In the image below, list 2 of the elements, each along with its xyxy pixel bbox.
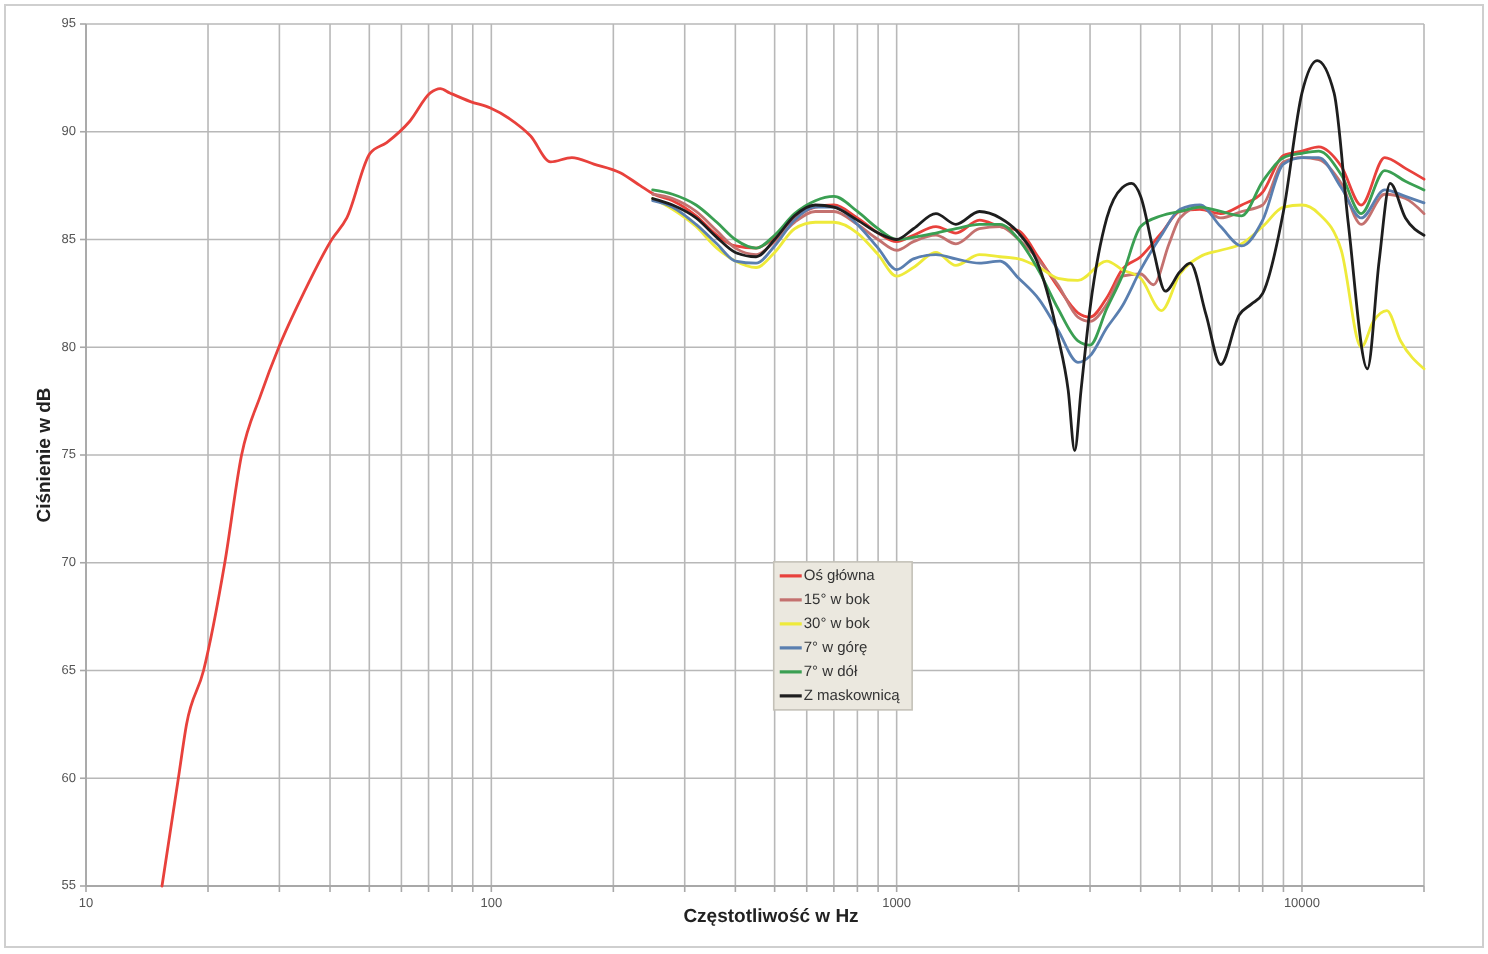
y-axis-title: Ciśnienie w dB — [34, 387, 56, 523]
x-axis-title: Częstotliwość w Hz — [683, 906, 860, 928]
